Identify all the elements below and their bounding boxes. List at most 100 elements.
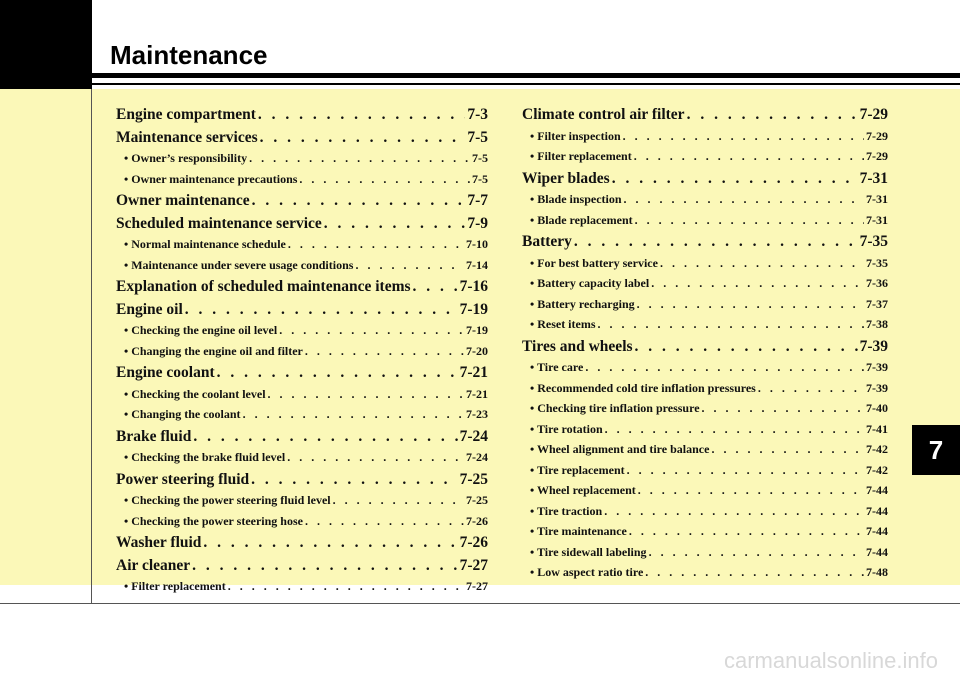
toc-entry-label: Power steering fluid [116, 470, 250, 488]
toc-subentry[interactable]: • Checking the coolant level 7-21 [116, 387, 488, 408]
dot-leader [687, 106, 858, 124]
toc-subentry[interactable]: • Recommended cold tire inflation pressu… [522, 381, 888, 402]
toc-entry-label: • Owner’s responsibility [124, 151, 248, 165]
toc-entry-page: 7-5 [472, 171, 488, 186]
dot-leader [637, 297, 864, 312]
chapter-number-tab[interactable]: 7 [912, 425, 960, 475]
toc-subentry[interactable]: • Checking the power steering hose 7-26 [116, 514, 488, 535]
toc-entry[interactable]: Engine coolant 7-21 [116, 364, 488, 387]
toc-entry-label: • Wheel replacement [530, 483, 636, 497]
dot-leader [574, 233, 858, 251]
dot-leader [333, 493, 464, 508]
toc-subentry[interactable]: • Changing the coolant 7-23 [116, 407, 488, 428]
header-rule-thin [92, 83, 960, 85]
toc-entry[interactable]: Brake fluid 7-24 [116, 428, 488, 451]
toc-entry-label: • Recommended cold tire inflation pressu… [530, 380, 756, 395]
dot-leader [203, 534, 457, 552]
toc-subentry[interactable]: • Normal maintenance schedule 7-10 [116, 237, 488, 258]
toc-subentry[interactable]: • Tire rotation 7-41 [522, 422, 888, 443]
dot-leader [251, 471, 457, 489]
toc-subentry[interactable]: • Low aspect ratio tire 7-48 [522, 565, 888, 586]
toc-entry[interactable]: Wiper blades 7-31 [522, 170, 888, 193]
header-black-tab [0, 0, 92, 89]
toc-entry-page: 7-42 [866, 442, 888, 456]
dot-leader [228, 579, 464, 594]
dot-leader [638, 483, 864, 498]
toc-entry[interactable]: Maintenance services 7-5 [116, 129, 488, 152]
toc-subentry[interactable]: • Checking the engine oil level 7-19 [116, 323, 488, 344]
toc-subentry[interactable]: • Battery capacity label 7-36 [522, 276, 888, 297]
toc-subentry[interactable]: • Checking the brake fluid level 7-24 [116, 450, 488, 471]
toc-subentry[interactable]: • Reset items 7-38 [522, 317, 888, 338]
dot-leader [634, 149, 864, 164]
dot-leader [711, 442, 864, 457]
toc-subentry[interactable]: • Checking the power steering fluid leve… [116, 493, 488, 514]
toc-entry-label: • Tire replacement [530, 462, 625, 477]
toc-entry-label: • Tire rotation [530, 421, 603, 436]
toc-entry-page: 7-19 [459, 300, 488, 318]
toc-subentry[interactable]: • Wheel alignment and tire balance 7-42 [522, 442, 888, 463]
toc-entry[interactable]: Washer fluid 7-26 [116, 534, 488, 557]
toc-entry-label: • Tire maintenance [530, 524, 627, 538]
toc-entry-page: 7-35 [866, 255, 888, 270]
toc-subentry[interactable]: • Filter inspection 7-29 [522, 129, 888, 150]
toc-entry[interactable]: Power steering fluid 7-25 [116, 471, 488, 494]
toc-entry-page: 7-23 [466, 407, 488, 421]
toc-entry-page: 7-37 [866, 296, 888, 311]
toc-entry[interactable]: Battery 7-35 [522, 233, 888, 256]
toc-subentry[interactable]: • Maintenance under severe usage conditi… [116, 258, 488, 279]
dot-leader [598, 317, 864, 332]
toc-entry-page: 7-5 [472, 151, 488, 165]
toc-entry-page: 7-48 [866, 565, 888, 579]
toc-entry-page: 7-31 [866, 192, 888, 206]
toc-entry-label: • Owner maintenance precautions [124, 171, 298, 186]
toc-subentry[interactable]: • Filter replacement 7-29 [522, 149, 888, 170]
dot-leader [629, 524, 864, 539]
toc-subentry[interactable]: • Tire maintenance 7-44 [522, 524, 888, 545]
toc-subentry[interactable]: • Blade replacement 7-31 [522, 213, 888, 234]
toc-entry-page: 7-29 [866, 149, 888, 163]
toc-subentry[interactable]: • Blade inspection 7-31 [522, 192, 888, 213]
toc-subentry[interactable]: • Owner’s responsibility 7-5 [116, 151, 488, 172]
toc-subentry[interactable]: • Tire traction 7-44 [522, 504, 888, 525]
toc-entry-page: 7-41 [866, 421, 888, 436]
toc-subentry[interactable]: • Battery recharging 7-37 [522, 297, 888, 318]
dot-leader [249, 151, 470, 166]
toc-subentry[interactable]: • Checking tire inflation pressure 7-40 [522, 401, 888, 422]
toc-subentry[interactable]: • Tire replacement 7-42 [522, 463, 888, 484]
dot-leader [258, 106, 465, 124]
toc-subentry[interactable]: • Tire care 7-39 [522, 360, 888, 381]
toc-subentry[interactable]: • Filter replacement 7-27 [116, 579, 488, 600]
toc-entry-label: Owner maintenance [116, 192, 250, 209]
toc-entry[interactable]: Scheduled maintenance service 7-9 [116, 215, 488, 238]
toc-subentry[interactable]: • Owner maintenance precautions 7-5 [116, 172, 488, 193]
toc-entry-label: • Checking the engine oil level [124, 323, 278, 337]
dot-leader [260, 129, 466, 147]
toc-entry-page: 7-44 [866, 544, 888, 559]
toc-entry[interactable]: Explanation of scheduled maintenance ite… [116, 278, 488, 301]
toc-subentry[interactable]: • Changing the engine oil and filter 7-20 [116, 344, 488, 365]
toc-entry-label: • Filter replacement [530, 149, 632, 163]
left-margin-line [91, 89, 92, 604]
toc-entry-page: 7-7 [467, 192, 488, 209]
toc-entry-page: 7-9 [467, 214, 488, 232]
dot-leader [758, 381, 864, 396]
toc-subentry[interactable]: • For best battery service 7-35 [522, 256, 888, 277]
toc-entry-page: 7-14 [466, 257, 488, 272]
toc-entry[interactable]: Tires and wheels 7-39 [522, 338, 888, 361]
dot-leader [649, 545, 864, 560]
toc-entry[interactable]: Engine compartment 7-3 [116, 106, 488, 129]
dot-leader [645, 565, 864, 580]
dot-leader [635, 338, 858, 356]
toc-entry[interactable]: Climate control air filter 7-29 [522, 106, 888, 129]
toc-entry[interactable]: Engine oil 7-19 [116, 301, 488, 324]
toc-subentry[interactable]: • Wheel replacement 7-44 [522, 483, 888, 504]
toc-entry-page: 7-38 [866, 317, 888, 331]
dot-leader [243, 407, 464, 422]
toc-entry[interactable]: Owner maintenance 7-7 [116, 192, 488, 215]
toc-entry[interactable]: Air cleaner 7-27 [116, 557, 488, 580]
dot-leader [193, 428, 457, 446]
toc-entry-label: Engine oil [116, 300, 183, 318]
toc-subentry[interactable]: • Tire sidewall labeling 7-44 [522, 545, 888, 566]
toc-entry-page: 7-26 [466, 513, 488, 528]
